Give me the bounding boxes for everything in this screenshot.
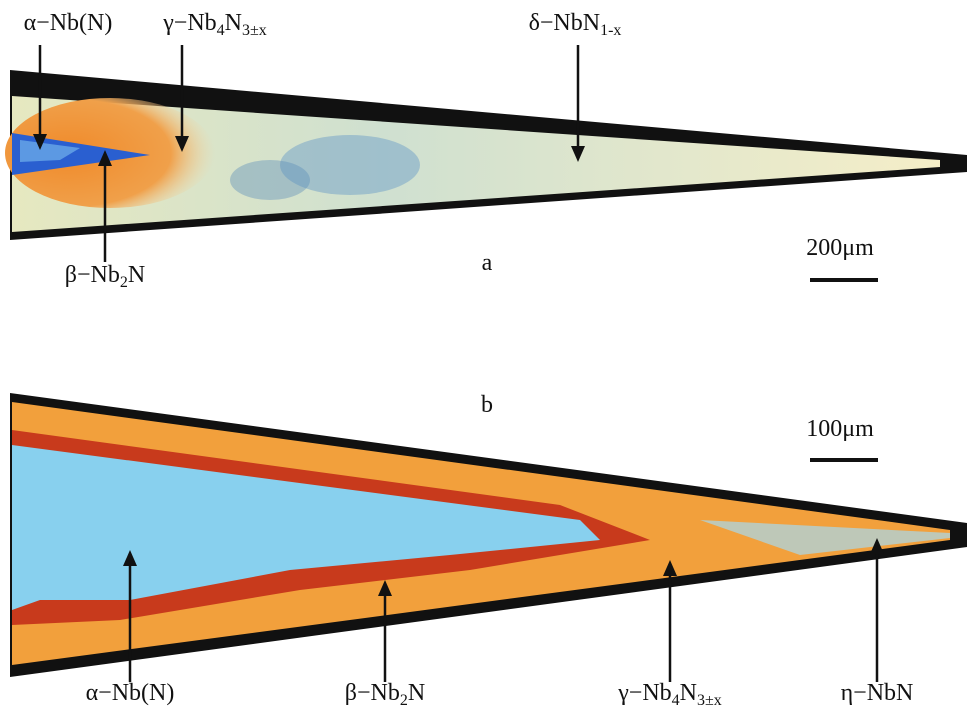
- subscript: 2: [120, 274, 128, 291]
- label-text: N: [225, 10, 242, 36]
- label-text: γ−Nb: [162, 10, 216, 36]
- phase-label: γ−Nb4N3±x: [162, 10, 267, 39]
- label-text: N: [408, 680, 425, 706]
- subscript: 4: [217, 22, 225, 39]
- label-text: η−NbN: [841, 680, 914, 706]
- scale-label: 100μm: [806, 416, 874, 442]
- micrograph-a: [5, 70, 967, 240]
- label-text: β−Nb: [345, 680, 400, 706]
- panel-letter: b: [481, 392, 493, 418]
- phase-label: α−Nb(N): [86, 680, 175, 706]
- panel-letter: a: [482, 250, 493, 276]
- phase-label: β−Nb2N: [65, 262, 145, 291]
- phase-label: η−NbN: [841, 680, 914, 706]
- phase-label: γ−Nb4N3±x: [617, 680, 722, 709]
- subscript: 3±x: [697, 692, 722, 709]
- label-text: α−Nb(N): [24, 10, 113, 36]
- label-text: γ−Nb: [617, 680, 671, 706]
- label-text: N: [680, 680, 697, 706]
- scale-label: 200μm: [806, 235, 874, 261]
- label-text: δ−NbN: [529, 10, 601, 36]
- label-text: β−Nb: [65, 262, 120, 288]
- subscript: 2: [400, 692, 408, 709]
- label-text: N: [128, 262, 145, 288]
- subscript: 3±x: [242, 22, 267, 39]
- phase-label: β−Nb2N: [345, 680, 425, 709]
- subscript: 4: [672, 692, 680, 709]
- phase-label: δ−NbN1-x: [529, 10, 622, 39]
- subscript: 1-x: [600, 22, 621, 39]
- figure: a200μmα−Nb(N)γ−Nb4N3±xδ−NbN1-xβ−Nb2Nb100…: [0, 0, 967, 717]
- phase-label: α−Nb(N): [24, 10, 113, 36]
- label-text: α−Nb(N): [86, 680, 175, 706]
